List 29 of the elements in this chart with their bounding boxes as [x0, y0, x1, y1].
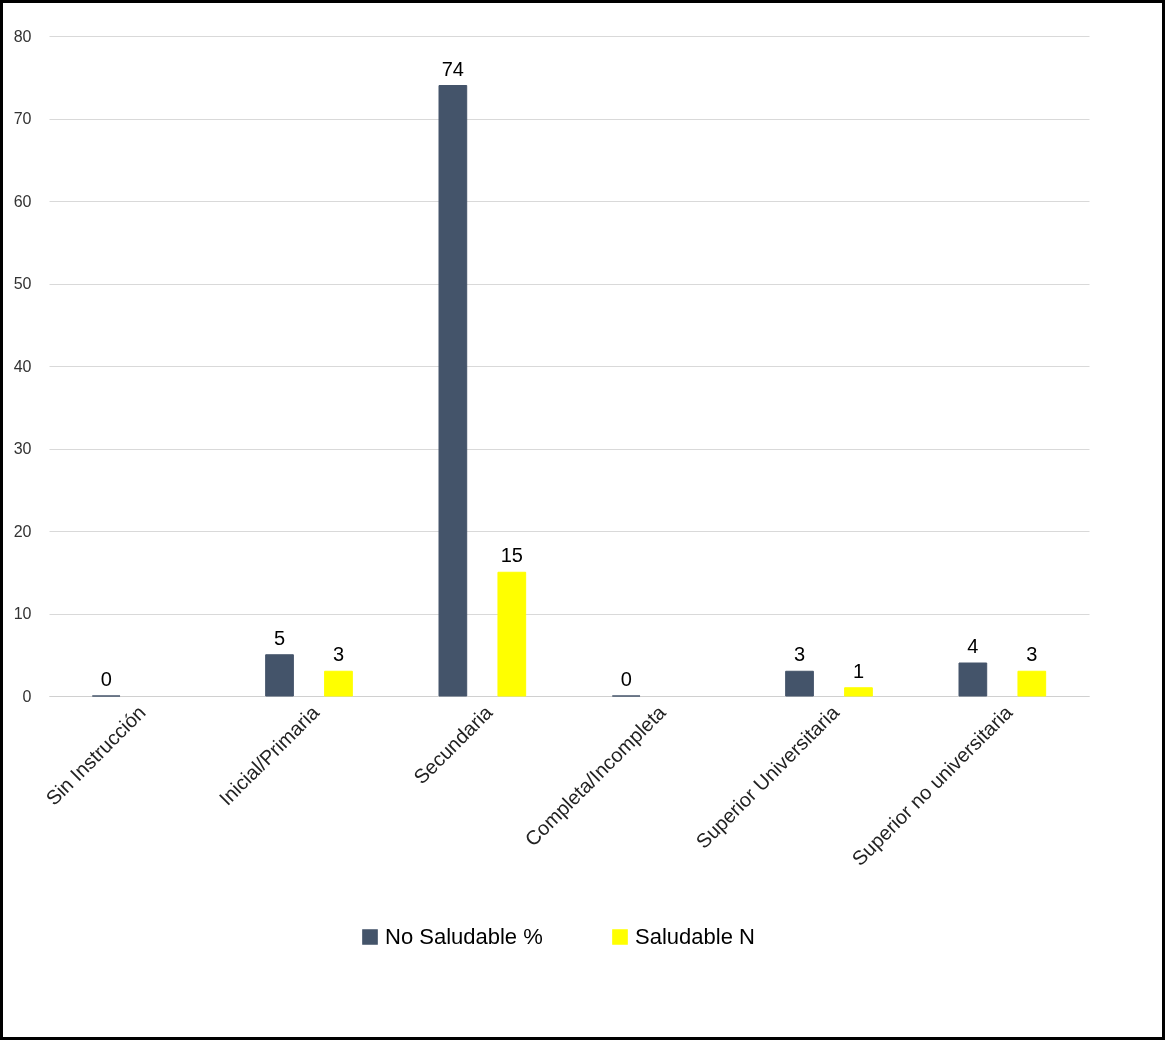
legend-label: No Saludable % [385, 924, 543, 949]
y-tick-label: 70 [13, 110, 32, 127]
data-label: 74 [441, 57, 464, 80]
data-label: 15 [500, 544, 523, 567]
data-label: 3 [1026, 643, 1038, 666]
y-tick-label: 20 [13, 522, 32, 540]
data-label: 5 [273, 626, 286, 649]
data-label: 4 [967, 635, 979, 657]
bar [844, 687, 873, 697]
y-tick-label: 50 [13, 275, 32, 292]
y-tick-label: 60 [13, 192, 32, 210]
bar [438, 85, 468, 697]
data-label: 3 [332, 643, 345, 666]
bar [497, 571, 527, 697]
legend-label: Saludable N [635, 924, 755, 949]
y-tick-label: 0 [22, 687, 32, 705]
bar [1017, 670, 1047, 697]
bar [324, 670, 353, 697]
bar [958, 662, 988, 697]
data-label: 3 [793, 643, 806, 666]
y-tick-label: 10 [13, 605, 32, 622]
data-label: 0 [100, 668, 112, 690]
bar [785, 670, 814, 697]
data-label: 1 [852, 659, 865, 682]
y-tick-label: 30 [13, 440, 32, 457]
bar [265, 654, 294, 697]
data-label: 0 [620, 668, 632, 690]
y-tick-label: 80 [13, 27, 32, 45]
y-tick-label: 40 [13, 357, 32, 375]
